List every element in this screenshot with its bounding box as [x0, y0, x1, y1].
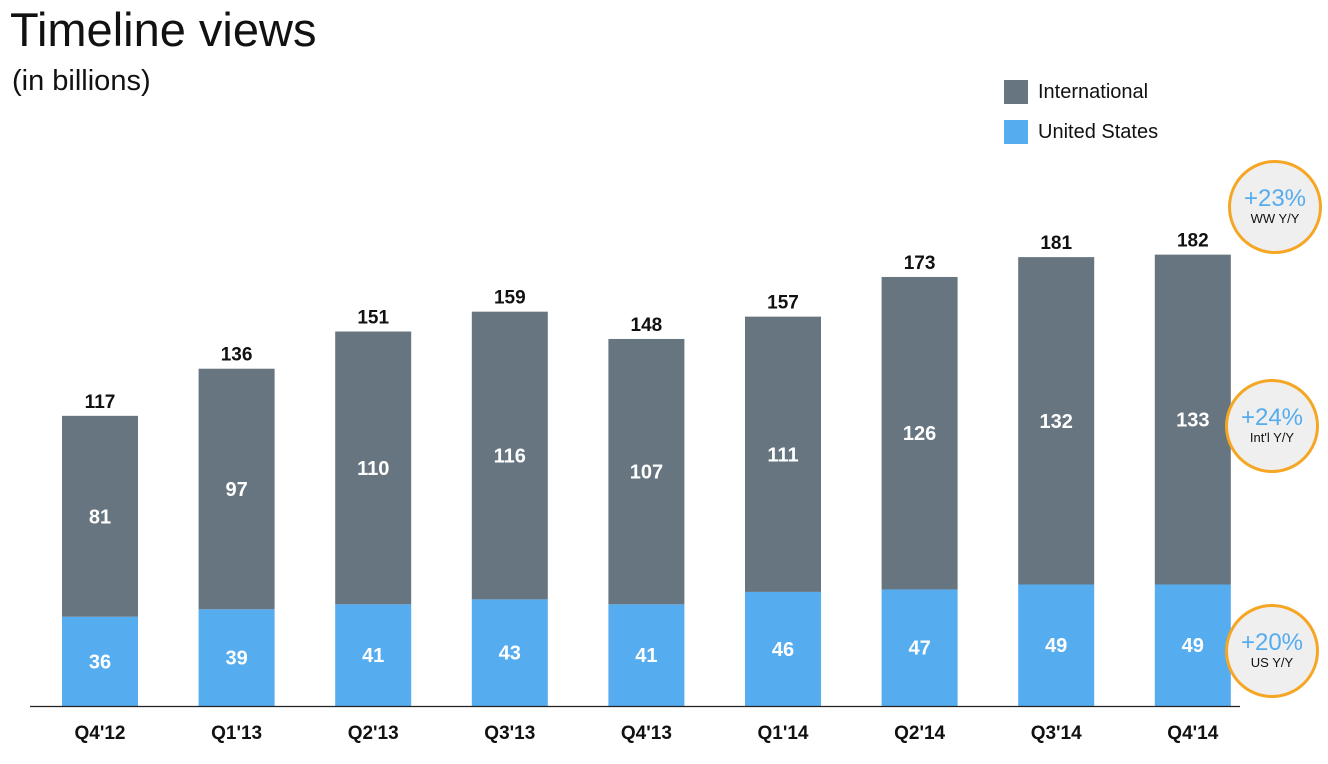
- badge-us-growth-value: +20%: [1240, 628, 1304, 656]
- badge-us-growth: +20% US Y/Y: [1225, 604, 1319, 698]
- legend-item-international: International: [1004, 79, 1158, 105]
- total-label-q3-13: 159: [494, 288, 526, 309]
- chart-title: Timeline views: [10, 3, 317, 56]
- x-tick-label-q2-13: Q2'13: [348, 723, 399, 744]
- data-label-us-q2-14: 47: [908, 638, 930, 660]
- total-label-q1-14: 157: [767, 293, 799, 314]
- x-tick-label-q3-14: Q3'14: [1031, 723, 1082, 744]
- bar-us-q1-13: [198, 609, 275, 706]
- total-label-q2-14: 173: [904, 253, 936, 274]
- total-label-q4-12: 117: [85, 392, 116, 413]
- legend-label-united-states: United States: [1038, 120, 1159, 143]
- data-label-intl-q2-13: 110: [357, 458, 389, 480]
- data-label-us-q2-13: 41: [362, 645, 384, 667]
- data-label-us-q3-14: 49: [1045, 635, 1067, 657]
- legend-swatch-united-states: [1004, 120, 1028, 144]
- x-tick-label-q2-14: Q2'14: [894, 723, 945, 744]
- x-tick-label-q4-14: Q4'14: [1167, 723, 1218, 744]
- data-label-us-q1-14: 46: [772, 639, 794, 661]
- total-label-q1-13: 136: [221, 345, 253, 366]
- data-label-intl-q4-13: 107: [630, 462, 663, 484]
- bar-us-q2-14: [881, 589, 958, 706]
- bar-intl-q4-12: [62, 415, 138, 617]
- badge-ww-growth: +23% WW Y/Y: [1228, 160, 1322, 254]
- bar-us-q4-14: [1154, 584, 1231, 706]
- legend-label-international: International: [1038, 80, 1149, 103]
- badge-ww-growth-label: WW Y/Y: [1250, 211, 1300, 227]
- data-label-intl-q1-14: 111: [767, 444, 798, 466]
- bar-intl-q3-14: [1018, 257, 1095, 585]
- bar-us-q2-13: [335, 604, 412, 706]
- x-tick-label-q4-12: Q4'12: [75, 723, 126, 744]
- data-label-us-q4-13: 41: [635, 645, 657, 667]
- bar-us-q3-14: [1018, 584, 1095, 706]
- badge-ww-growth-value: +23%: [1243, 184, 1307, 212]
- bar-intl-q2-14: [881, 276, 958, 590]
- bar-us-q4-13: [608, 604, 685, 706]
- bar-intl-q4-14: [1154, 254, 1231, 585]
- x-tick-label-q1-13: Q1'13: [211, 723, 262, 744]
- legend: International United States: [1004, 79, 1158, 159]
- data-label-us-q4-14: 49: [1182, 635, 1204, 657]
- total-label-q2-13: 151: [357, 308, 389, 329]
- legend-item-united-states: United States: [1004, 119, 1158, 145]
- total-label-q3-14: 181: [1040, 233, 1072, 254]
- data-label-intl-q1-13: 97: [225, 479, 247, 501]
- chart-subtitle: (in billions): [12, 65, 151, 97]
- data-label-intl-q3-13: 116: [494, 446, 526, 468]
- bar-intl-q1-13: [198, 368, 275, 610]
- x-tick-label-q4-13: Q4'13: [621, 723, 672, 744]
- data-label-intl-q2-14: 126: [903, 423, 936, 445]
- bar-us-q3-13: [471, 599, 548, 706]
- badge-intl-growth-value: +24%: [1240, 403, 1304, 431]
- data-label-us-q4-12: 36: [89, 651, 111, 673]
- bar-intl-q4-13: [608, 338, 685, 605]
- total-label-q4-14: 182: [1177, 231, 1209, 252]
- badge-intl-growth: +24% Int'l Y/Y: [1225, 379, 1319, 473]
- bar-intl-q2-13: [335, 331, 412, 605]
- legend-swatch-international: [1004, 80, 1028, 104]
- data-label-us-q3-13: 43: [499, 643, 521, 665]
- data-label-intl-q4-12: 81: [89, 506, 111, 528]
- bar-intl-q3-13: [471, 311, 548, 600]
- data-label-us-q1-13: 39: [225, 648, 247, 670]
- x-tick-label-q3-13: Q3'13: [484, 723, 535, 744]
- bar-intl-q1-14: [745, 316, 821, 592]
- data-label-intl-q3-14: 132: [1040, 411, 1073, 433]
- data-label-intl-q4-14: 133: [1176, 410, 1209, 432]
- badge-intl-growth-label: Int'l Y/Y: [1249, 430, 1295, 446]
- total-label-q4-13: 148: [631, 315, 663, 336]
- x-tick-label-q1-14: Q1'14: [758, 723, 809, 744]
- badge-us-growth-label: US Y/Y: [1250, 655, 1294, 671]
- bar-us-q1-14: [745, 591, 821, 706]
- bar-us-q4-12: [62, 616, 138, 706]
